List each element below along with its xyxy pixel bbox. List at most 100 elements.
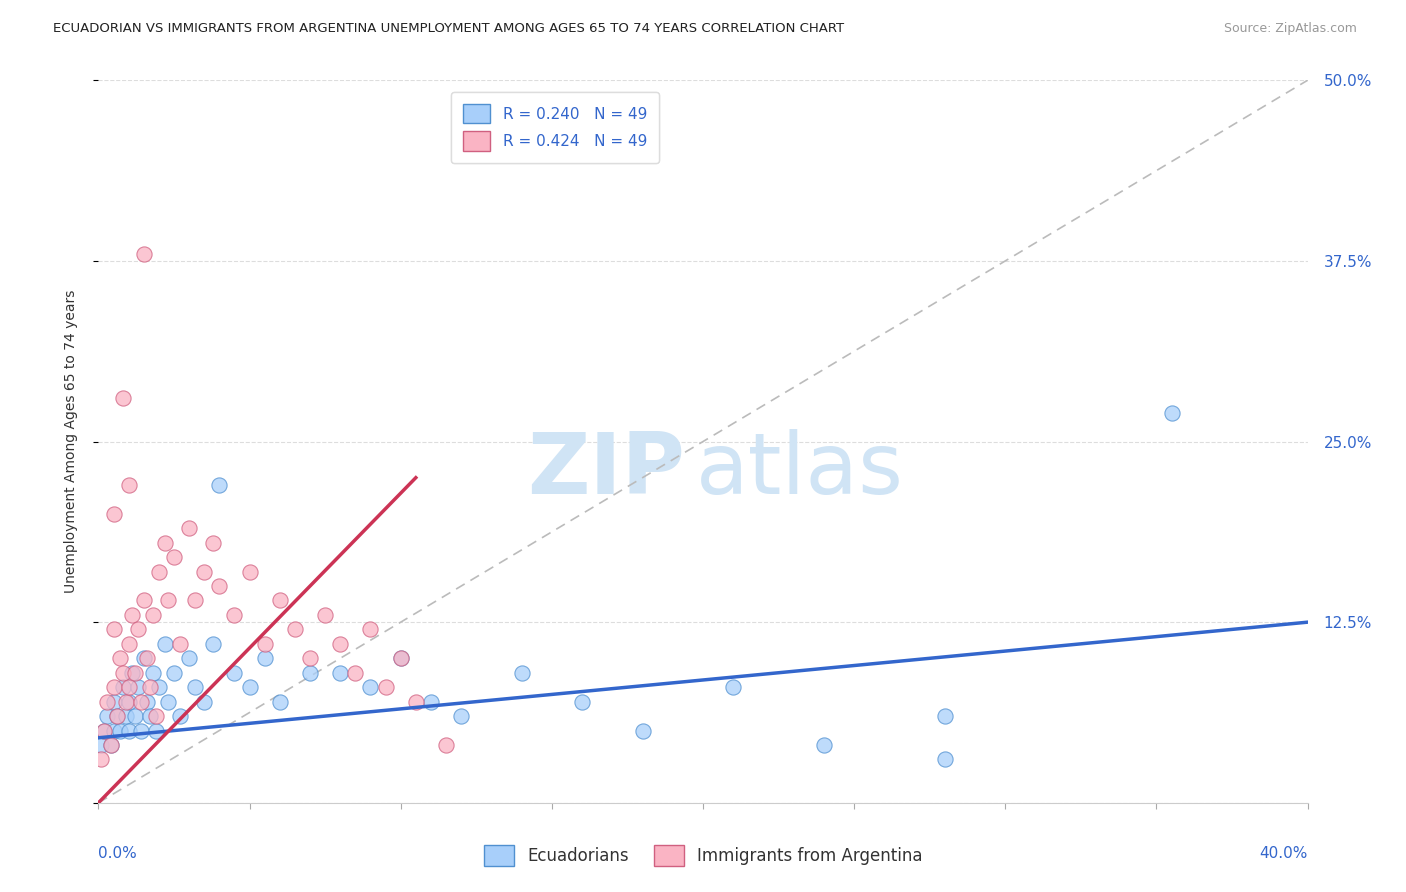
Point [202, 637, 225, 651]
Point [269, 695, 291, 709]
Point [118, 695, 141, 709]
Point [208, 478, 231, 492]
Point [132, 651, 155, 665]
Point [153, 535, 176, 549]
Point [142, 665, 165, 680]
Point [193, 695, 215, 709]
Point [111, 665, 134, 680]
Point [90, 738, 112, 752]
Point [329, 637, 352, 651]
Text: Source: ZipAtlas.com: Source: ZipAtlas.com [1223, 22, 1357, 36]
Point [105, 709, 128, 723]
Point [139, 680, 162, 694]
Point [129, 723, 152, 738]
Point [139, 709, 162, 723]
Point [314, 607, 336, 622]
Point [202, 535, 225, 549]
Point [329, 665, 352, 680]
Point [450, 709, 472, 723]
Point [93, 723, 115, 738]
Text: 40.0%: 40.0% [1260, 847, 1308, 861]
Point [284, 623, 307, 637]
Point [299, 665, 322, 680]
Point [103, 723, 125, 738]
Point [121, 665, 143, 680]
Point [142, 607, 165, 622]
Point [239, 680, 262, 694]
Point [934, 752, 956, 766]
Point [156, 593, 179, 607]
Point [269, 593, 291, 607]
Point [169, 709, 191, 723]
Point [571, 695, 593, 709]
Point [121, 607, 143, 622]
Point [148, 680, 170, 694]
Point [90, 752, 112, 766]
Point [103, 623, 125, 637]
Point [169, 637, 191, 651]
Point [111, 391, 134, 405]
Point [124, 709, 146, 723]
Point [118, 723, 141, 738]
Point [105, 709, 128, 723]
Legend: Ecuadorians, Immigrants from Argentina: Ecuadorians, Immigrants from Argentina [475, 837, 931, 875]
Point [179, 651, 201, 665]
Point [118, 637, 141, 651]
Point [374, 680, 396, 694]
Point [420, 695, 443, 709]
Point [360, 623, 382, 637]
Point [184, 593, 207, 607]
Point [1160, 406, 1182, 420]
Point [118, 680, 141, 694]
Point [360, 680, 382, 694]
Point [253, 651, 276, 665]
Point [179, 521, 201, 535]
Point [96, 709, 118, 723]
Point [344, 665, 367, 680]
Point [129, 695, 152, 709]
Point [132, 246, 155, 260]
Point [114, 695, 136, 709]
Legend: R = 0.240   N = 49, R = 0.424   N = 49: R = 0.240 N = 49, R = 0.424 N = 49 [451, 92, 659, 163]
Point [224, 665, 246, 680]
Point [148, 565, 170, 579]
Point [224, 607, 246, 622]
Point [124, 665, 146, 680]
Point [934, 709, 956, 723]
Point [96, 695, 118, 709]
Text: ECUADORIAN VS IMMIGRANTS FROM ARGENTINA UNEMPLOYMENT AMONG AGES 65 TO 74 YEARS C: ECUADORIAN VS IMMIGRANTS FROM ARGENTINA … [53, 22, 845, 36]
Point [389, 651, 412, 665]
Point [193, 565, 215, 579]
Point [103, 695, 125, 709]
Point [103, 507, 125, 521]
Text: atlas: atlas [696, 429, 904, 512]
Point [145, 723, 167, 738]
Point [135, 651, 157, 665]
Point [93, 723, 115, 738]
Point [100, 738, 122, 752]
Point [434, 738, 457, 752]
Point [405, 695, 427, 709]
Point [163, 665, 186, 680]
Point [108, 651, 131, 665]
Point [723, 680, 745, 694]
Point [389, 651, 412, 665]
Point [127, 623, 149, 637]
Point [156, 695, 179, 709]
Point [127, 680, 149, 694]
Point [813, 738, 835, 752]
Point [135, 695, 157, 709]
Text: 0.0%: 0.0% [98, 847, 138, 861]
Point [208, 579, 231, 593]
Y-axis label: Unemployment Among Ages 65 to 74 years: Unemployment Among Ages 65 to 74 years [63, 290, 77, 593]
Point [111, 680, 134, 694]
Point [253, 637, 276, 651]
Text: ZIP: ZIP [527, 429, 685, 512]
Point [103, 680, 125, 694]
Point [184, 680, 207, 694]
Point [100, 738, 122, 752]
Point [108, 723, 131, 738]
Point [132, 593, 155, 607]
Point [299, 651, 322, 665]
Point [510, 665, 533, 680]
